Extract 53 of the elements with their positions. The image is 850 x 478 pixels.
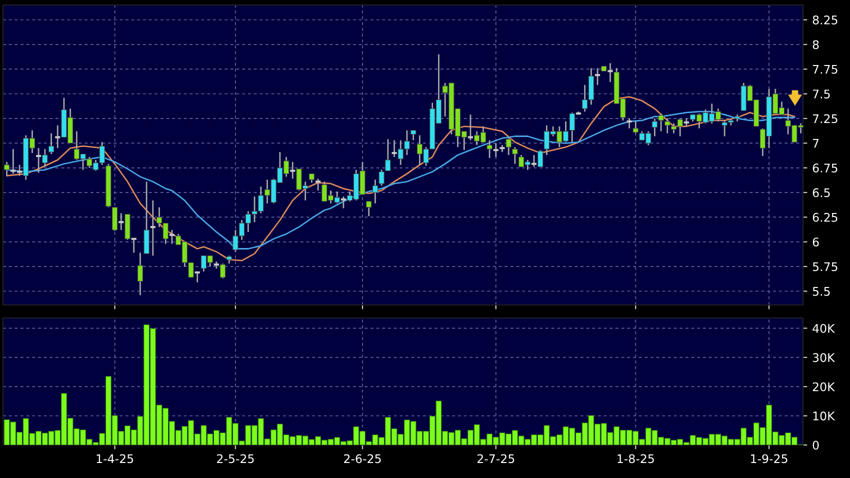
candlestick — [664, 118, 670, 134]
candlestick — [506, 138, 512, 156]
candlestick — [632, 120, 638, 134]
candlestick — [606, 62, 614, 83]
y-tick-label: 6.25 — [812, 212, 838, 222]
y-tick-label: 20K — [812, 382, 836, 392]
candlestick — [149, 200, 156, 256]
x-tick-label: 1-9-25 — [751, 454, 788, 464]
candlestick — [512, 146, 518, 165]
y-tick-label: 7.75 — [812, 65, 838, 74]
candlestick — [48, 132, 54, 155]
y-tick-label: 7 — [812, 139, 819, 148]
candlestick — [54, 124, 62, 149]
candlestick — [385, 138, 391, 172]
candlestick — [486, 140, 492, 159]
y-tick-label: 5.75 — [812, 262, 838, 272]
candlestick — [137, 252, 144, 296]
y-tick-label: 7.5 — [812, 90, 830, 98]
y-tick-label: 6.5 — [812, 188, 830, 198]
y-tick-label: 10K — [813, 412, 836, 420]
candlestick — [4, 161, 10, 176]
candlestick — [569, 112, 575, 143]
y-tick-label: 6.75 — [812, 164, 838, 172]
candlestick — [130, 238, 138, 254]
candlestick — [626, 118, 633, 130]
candlestick — [652, 118, 658, 137]
candlestick — [410, 130, 416, 141]
candlestick — [42, 148, 48, 168]
candlestick — [289, 161, 296, 180]
y-tick-label: 5.5 — [812, 287, 830, 296]
x-tick-label: 2-5-25 — [217, 454, 254, 464]
y-tick-label: 0 — [812, 440, 819, 450]
candlestick — [220, 262, 226, 280]
candlestick — [378, 169, 384, 186]
y-tick-label: 30K — [812, 353, 836, 362]
x-tick-label: 1-8-25 — [618, 454, 654, 464]
candlestick — [144, 180, 150, 254]
y-tick-label: 40K — [812, 324, 836, 333]
candlestick — [492, 142, 500, 158]
y-tick-label: 8.25 — [812, 16, 838, 24]
candlestick — [372, 178, 378, 204]
candlestick — [538, 149, 544, 168]
candlestick — [118, 212, 125, 231]
candlestick — [658, 112, 664, 132]
y-tick-label: 8 — [812, 40, 819, 50]
x-tick-label: 2-6-25 — [344, 454, 381, 464]
y-tick-label: 7.25 — [812, 114, 838, 124]
x-tick-label: 2-7-25 — [477, 454, 514, 464]
candlestick — [390, 140, 398, 158]
y-tick-label: 6 — [812, 238, 819, 246]
candlestick — [112, 206, 118, 232]
x-tick-label: 1-4-25 — [96, 454, 134, 464]
candlestick — [366, 200, 372, 217]
